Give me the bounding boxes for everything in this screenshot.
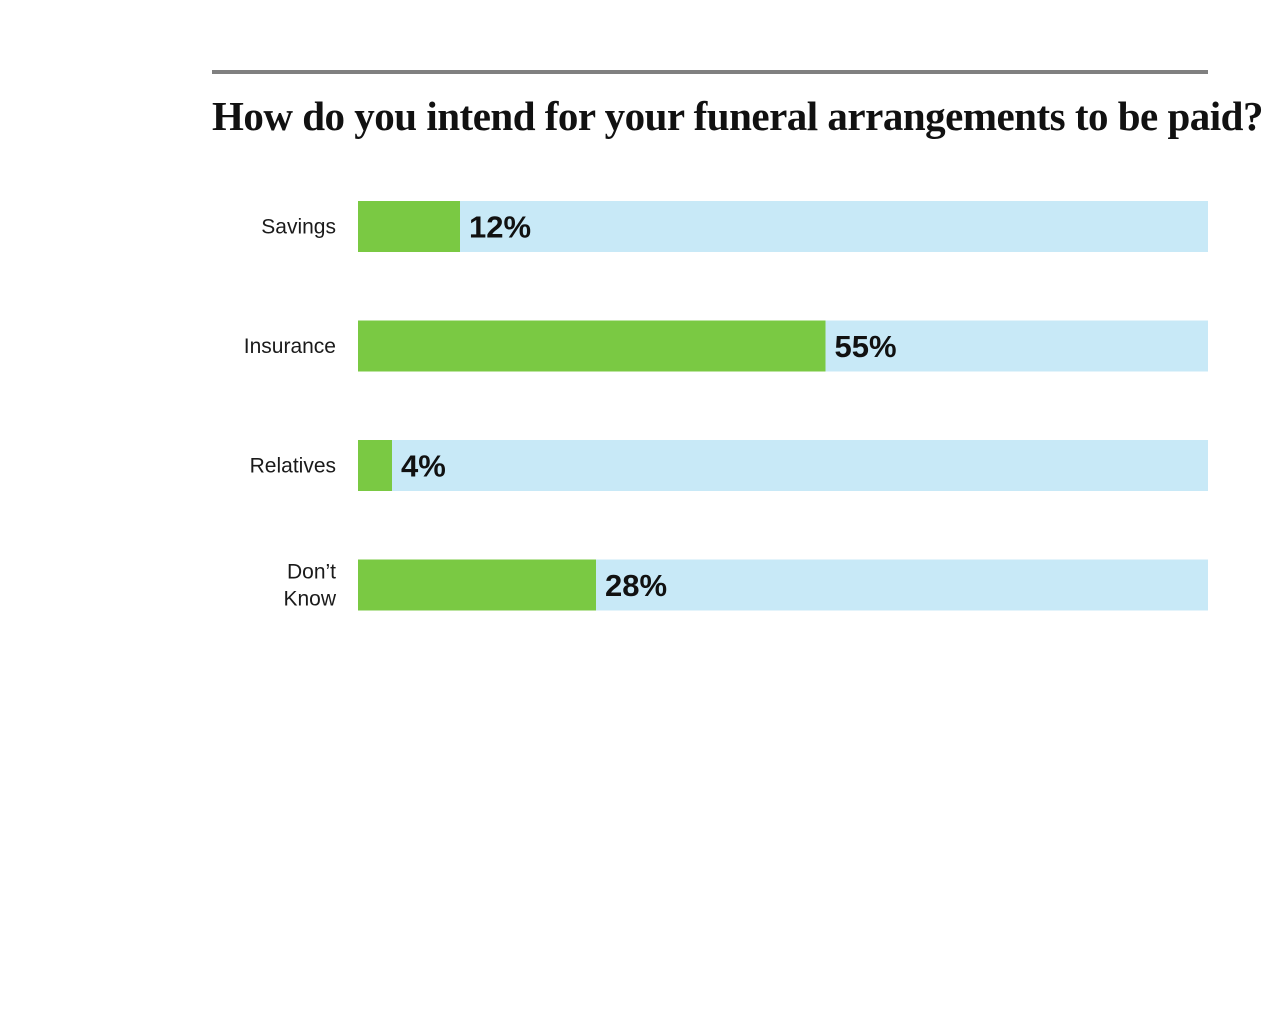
chart-title: How do you intend for your funeral arran…	[212, 93, 1263, 139]
bar-track	[358, 201, 1208, 252]
bar	[358, 201, 460, 252]
value-label: 28%	[605, 568, 667, 603]
category-label: Insurance	[244, 335, 336, 358]
category-label-line: Savings	[261, 216, 336, 239]
category-label: Relatives	[250, 455, 336, 478]
value-label: 55%	[835, 329, 897, 364]
category-label-line: Relatives	[250, 455, 336, 478]
category-label-line: Know	[283, 588, 336, 611]
category-label: Don’t Know	[283, 561, 336, 611]
value-label: 4%	[401, 449, 446, 484]
value-label: 12%	[469, 210, 531, 245]
bar-track	[358, 440, 1208, 491]
bar	[358, 559, 596, 611]
category-label: Savings	[261, 216, 336, 239]
title-divider-rule	[212, 70, 1208, 74]
category-label-line: Don’t	[287, 561, 336, 584]
category-label-line: Insurance	[244, 335, 336, 358]
bar	[358, 440, 392, 491]
bar	[358, 320, 826, 372]
